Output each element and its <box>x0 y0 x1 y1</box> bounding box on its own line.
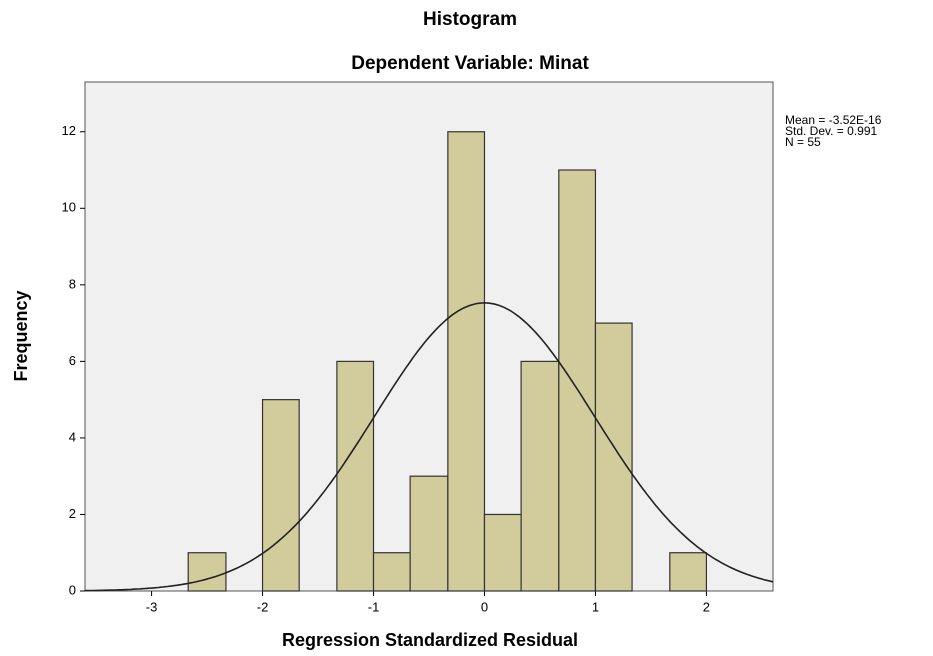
x-tick-label: 0 <box>481 599 488 614</box>
y-tick-label: 2 <box>69 506 76 521</box>
x-axis-label: Regression Standardized Residual <box>282 630 578 650</box>
bar <box>372 552 411 592</box>
bar <box>447 131 486 592</box>
x-tick-label: -1 <box>368 599 380 614</box>
stats-text: N = 55 <box>785 135 821 149</box>
y-tick-label: 10 <box>62 200 76 215</box>
y-tick-label: 6 <box>69 353 76 368</box>
y-axis-label: Frequency <box>11 290 31 381</box>
chart-title: Histogram <box>423 9 517 30</box>
y-tick-label: 12 <box>62 123 76 138</box>
bar <box>409 475 449 592</box>
bar <box>558 169 597 592</box>
x-tick-label: 2 <box>703 599 710 614</box>
bar <box>187 552 227 592</box>
y-tick-label: 4 <box>69 429 76 444</box>
bar <box>261 399 300 592</box>
bar <box>520 360 560 592</box>
bar <box>594 322 633 592</box>
bar <box>669 552 708 592</box>
bar <box>336 360 375 592</box>
bar <box>483 513 522 592</box>
stats-text: Std. Dev. = 0.991 <box>785 124 877 138</box>
y-tick-label: 8 <box>69 276 76 291</box>
stats-text: Mean = -3.52E-16 <box>785 113 882 127</box>
y-tick-label: 0 <box>69 582 76 597</box>
x-tick-label: -3 <box>146 599 158 614</box>
x-tick-label: -2 <box>257 599 269 614</box>
x-tick-label: 1 <box>592 599 599 614</box>
normal-curve <box>85 302 774 592</box>
chart-subtitle: Dependent Variable: Minat <box>351 53 589 74</box>
